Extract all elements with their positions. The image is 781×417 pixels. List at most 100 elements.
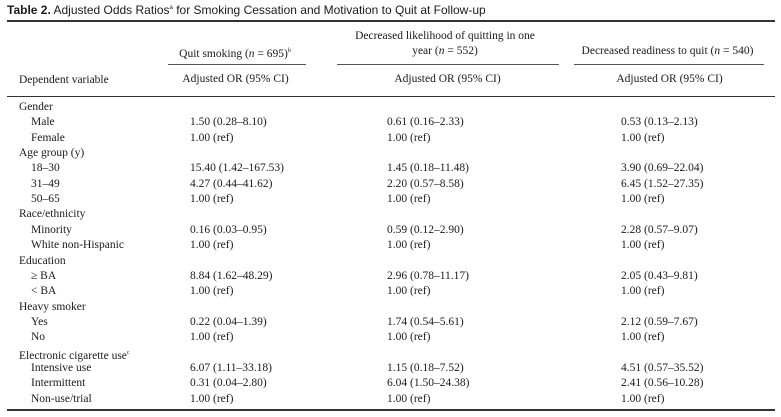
row-label-text: < BA (31, 285, 57, 298)
group-label: Gender (19, 100, 53, 115)
cell-c3: 1.00 (ref) (621, 131, 665, 144)
row-label: No (31, 330, 45, 345)
cell-c2: 1.00 (ref) (387, 285, 431, 298)
row-label-text: Intermittent (31, 377, 86, 390)
row-label: 18–30 (31, 161, 60, 176)
table-number: Table 2. (7, 3, 51, 17)
table-row: Female 1.00 (ref) 1.00 (ref) 1.00 (ref) (0, 131, 781, 146)
row-label-text: No (31, 331, 46, 344)
table-row: 31–49 4.27 (0.44–41.62) 2.20 (0.57–8.58) 6.… (0, 177, 781, 192)
cell-c2: 1.45 (0.18–11.48) (387, 162, 469, 175)
cell-c1: 6.07 (1.11–33.18) (190, 361, 272, 374)
cell-c3: 2.12 (0.59–7.67) (621, 315, 698, 328)
cell-c1: 1.00 (ref) (190, 331, 234, 344)
table-row: < BA 1.00 (ref) 1.00 (ref) 1.00 (ref) (0, 284, 781, 299)
row-label-text: Intensive use (31, 361, 92, 374)
cell-c1: 1.00 (ref) (190, 131, 234, 144)
row-label-text: Electronic cigarette use (19, 349, 127, 362)
group-row: Electronic cigarette usec (0, 346, 781, 362)
row-label-text: 18–30 (31, 162, 60, 175)
header-rule (7, 96, 775, 97)
group-label: Age group (y) (19, 146, 84, 161)
cell-c3: 4.51 (0.57–35.52) (621, 361, 704, 374)
cell-c1: 8.84 (1.62–48.29) (190, 269, 273, 282)
row-label-text: Heavy smoker (19, 300, 86, 313)
cell-c1: 1.50 (0.28–8.10) (190, 116, 267, 129)
cell-c2: 1.00 (ref) (387, 131, 431, 144)
cell-c1: 0.22 (0.04–1.39) (190, 315, 267, 328)
cell-c2: 0.61 (0.16–2.33) (387, 116, 464, 129)
cell-c1: 4.27 (0.44–41.62) (190, 177, 273, 190)
col1-header: Quit smoking (n = 695)b (179, 48, 291, 60)
row-label-text: ≥ BA (31, 269, 57, 282)
bottom-rule (7, 409, 775, 411)
table-title: Table 2. Adjusted Odds Ratiosa for Smoki… (7, 3, 777, 17)
table-row: ≥ BA 8.84 (1.62–48.29) 2.96 (0.78–11.17) 2.… (0, 269, 781, 284)
cell-c3: 1.00 (ref) (621, 193, 665, 206)
row-label-text: Non-use/trial (31, 392, 92, 405)
group-row: Age group (y) (0, 146, 781, 161)
row-label-text: Education (19, 254, 66, 267)
row-label-text: 50–65 (31, 193, 60, 206)
title-footnote-mark: a (169, 5, 173, 11)
cell-c2: 1.00 (ref) (387, 331, 431, 344)
row-label: < BA (31, 284, 56, 299)
footnote-mark: c (126, 349, 130, 356)
col2-subheader: Adjusted OR (95% CI) (394, 73, 501, 85)
group-row: Race/ethnicity (0, 207, 781, 222)
cell-c1: 1.00 (ref) (190, 392, 234, 405)
row-label: White non-Hispanic (31, 238, 124, 253)
row-label-text: Gender (19, 101, 53, 113)
row-label: Non-use/trial (31, 392, 92, 407)
cell-c3: 2.28 (0.57–9.07) (621, 223, 698, 236)
row-label-text: 31–49 (31, 177, 60, 190)
cell-c1: 1.00 (ref) (190, 239, 234, 252)
cell-c2: 1.74 (0.54–5.61) (387, 315, 464, 328)
cell-c2: 0.59 (0.12–2.90) (387, 223, 464, 236)
col2-header: Decreased likelihood of quitting in one y… (355, 30, 535, 57)
table-row: 18–30 15.40 (1.42–167.53) 1.45 (0.18–11.48… (0, 161, 781, 176)
group-row: Education (0, 254, 781, 269)
row-label: Female (31, 131, 65, 146)
table-row: Yes 0.22 (0.04–1.39) 1.74 (0.54–5.61) 2.12 … (0, 315, 781, 330)
row-label-text: Female (31, 131, 65, 144)
cell-c3: 2.05 (0.43–9.81) (621, 269, 698, 282)
row-label-text: Age group (y) (19, 147, 85, 160)
group-label: Race/ethnicity (19, 207, 85, 222)
col3-header: Decreased readiness to quit (n = 540) (581, 45, 754, 57)
title-rest: for Smoking Cessation and Motivation to … (172, 3, 486, 17)
cell-c2: 1.00 (ref) (387, 193, 431, 206)
row-label: Intensive use (31, 361, 91, 376)
title-text: Adjusted Odds Ratios (50, 3, 170, 17)
table-row: 50–65 1.00 (ref) 1.00 (ref) 1.00 (ref) (0, 192, 781, 207)
group-label: Heavy smoker (19, 300, 86, 315)
col3-rule (574, 64, 764, 65)
table-row: White non-Hispanic 1.00 (ref) 1.00 (ref) 1.… (0, 238, 781, 253)
row-label: Minority (31, 223, 72, 238)
cell-c3: 1.00 (ref) (621, 285, 665, 298)
top-rule (7, 20, 775, 22)
cell-c3: 2.41 (0.56–10.28) (621, 377, 704, 390)
col2-rule (337, 64, 559, 65)
group-row: Gender (0, 100, 781, 115)
row-label: Yes (31, 315, 48, 330)
dependent-variable-header: Dependent variable (19, 74, 109, 86)
cell-c2: 1.00 (ref) (387, 392, 431, 405)
cell-c2: 1.15 (0.18–7.52) (387, 361, 464, 374)
table-row: Male 1.50 (0.28–8.10) 0.61 (0.16–2.33) 0.53… (0, 115, 781, 130)
row-label: 31–49 (31, 177, 60, 192)
cell-c3: 1.00 (ref) (621, 239, 665, 252)
table-row: Intensive use 6.07 (1.11–33.18) 1.15 (0.18… (0, 361, 781, 376)
row-label-text: Male (31, 116, 55, 129)
col1-rule (168, 64, 306, 65)
cell-c3: 1.00 (ref) (621, 331, 665, 344)
row-label-text: Minority (31, 223, 72, 236)
table-row: Minority 0.16 (0.03–0.95) 0.59 (0.12–2.90)… (0, 223, 781, 238)
row-label: Intermittent (31, 376, 85, 391)
group-label: Education (19, 254, 66, 269)
cell-c3: 0.53 (0.13–2.13) (621, 116, 698, 129)
col3-subheader: Adjusted OR (95% CI) (616, 73, 723, 85)
group-row: Heavy smoker (0, 300, 781, 315)
col1-subheader: Adjusted OR (95% CI) (182, 73, 289, 85)
row-label: Male (31, 115, 55, 130)
